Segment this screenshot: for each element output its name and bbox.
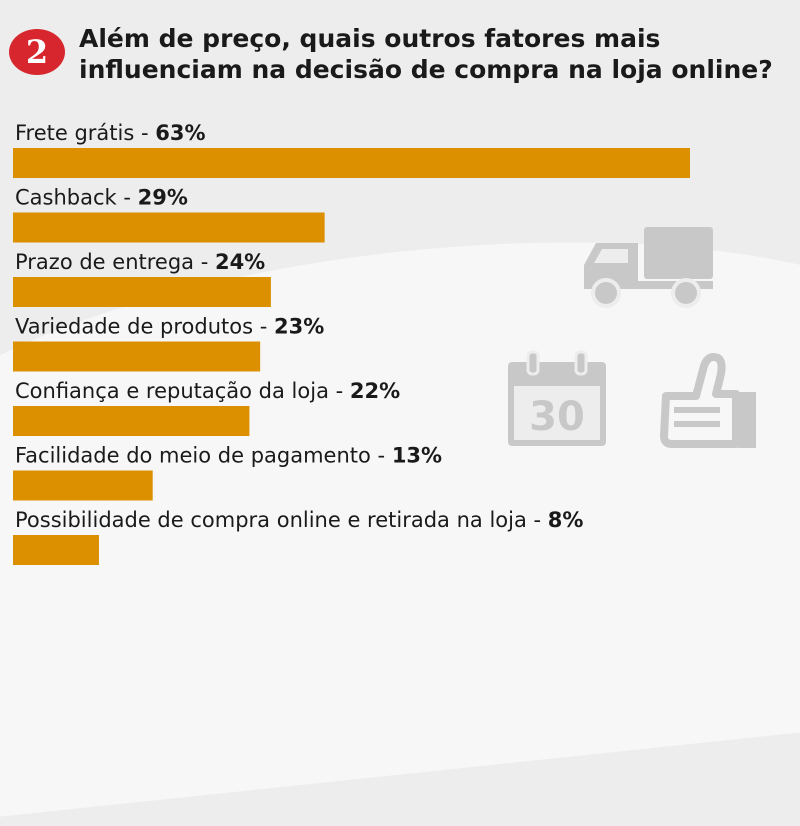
category-name: Frete grátis - (15, 121, 155, 145)
value-label: 23% (274, 315, 324, 339)
category-label: Prazo de entrega - 24% (15, 250, 265, 274)
category-label: Facilidade do meio de pagamento - 13% (15, 444, 442, 468)
question-number-badge: 2 (9, 29, 65, 75)
value-label: 8% (548, 508, 584, 532)
value-label: 29% (138, 186, 188, 210)
calendar-number: 30 (529, 394, 585, 440)
question-header: 2 Além de preço, quais outros fatores ma… (9, 23, 789, 93)
calendar-icon: 30 (508, 350, 606, 446)
title-line-2: influenciam na decisão de compra na loja… (79, 55, 773, 84)
category-label: Cashback - 29% (15, 186, 188, 210)
value-label: 22% (350, 379, 400, 403)
category-name: Possibilidade de compra online e retirad… (15, 508, 548, 532)
category-name: Confiança e reputação da loja - (15, 379, 350, 403)
category-name: Prazo de entrega - (15, 250, 215, 274)
bar (13, 535, 99, 565)
category-name: Facilidade do meio de pagamento - (15, 444, 392, 468)
bar (13, 277, 271, 307)
thumbs-up-icon (660, 353, 756, 448)
title-line-1: Além de preço, quais outros fatores mais (79, 24, 661, 53)
category-label: Possibilidade de compra online e retirad… (15, 508, 583, 532)
value-label: 24% (215, 250, 265, 274)
question-title: Além de preço, quais outros fatores mais… (79, 23, 779, 85)
truck-icon (584, 227, 713, 308)
bar (13, 341, 261, 372)
bar (13, 470, 153, 501)
category-name: Cashback - (15, 186, 138, 210)
bar (13, 148, 690, 178)
bar (13, 212, 325, 243)
bar-chart: Frete grátis - 63% Cashback - 29% Prazo de… (13, 121, 690, 565)
value-label: 63% (155, 121, 205, 145)
category-name: Variedade de produtos - (15, 315, 274, 339)
value-label: 13% (392, 444, 442, 468)
category-label: Confiança e reputação da loja - 22% (15, 379, 400, 403)
bar (13, 406, 250, 436)
category-label: Variedade de produtos - 23% (15, 315, 324, 339)
category-label: Frete grátis - 63% (15, 121, 206, 145)
